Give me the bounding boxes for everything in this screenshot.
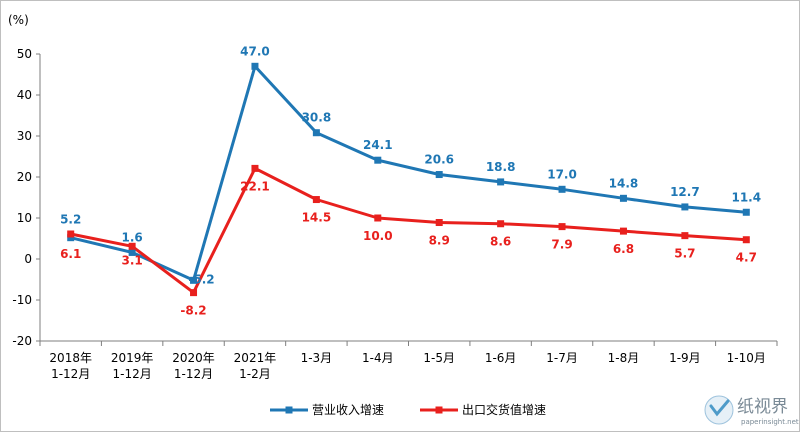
series-2-marker — [251, 164, 259, 172]
series-2-marker — [435, 219, 443, 227]
series-line-2 — [70, 166, 747, 295]
series-2-marker — [742, 236, 750, 244]
series-2-data-label: 10.0 — [363, 229, 393, 243]
series-2-marker — [374, 214, 382, 222]
x-tick-label: 1-7月 — [546, 351, 578, 365]
series-1-data-label: 30.8 — [302, 111, 332, 125]
series-1-marker — [128, 248, 136, 256]
series-2-marker — [558, 223, 566, 231]
series-2-marker — [497, 220, 505, 228]
series-2-data-label: 6.8 — [613, 242, 634, 256]
series-2-marker — [128, 242, 136, 250]
y-tick-label: 20 — [17, 170, 32, 184]
series-line-1 — [70, 64, 747, 282]
series-2-data-label: 4.7 — [736, 251, 757, 265]
series-1-data-label: 5.2 — [60, 213, 81, 227]
x-tick-label: 1-5月 — [423, 351, 455, 365]
legend-swatch-marker-1 — [285, 406, 293, 414]
series-1-marker — [190, 276, 198, 284]
series-2-data-label: 6.1 — [60, 247, 81, 261]
x-tick-label: 1-2月 — [239, 367, 271, 381]
series-2-data-label: 14.5 — [302, 211, 332, 225]
x-tick-label: 1-12月 — [51, 367, 90, 381]
x-tick-label: 1-12月 — [113, 367, 152, 381]
x-tick-label: 2021年 — [234, 351, 277, 365]
y-tick-label: 10 — [17, 211, 32, 225]
series-2-data-label: 8.9 — [429, 234, 450, 248]
series-2-data-label: 8.6 — [490, 235, 511, 249]
x-tick-label: 1-3月 — [301, 351, 333, 365]
series-1-data-label: 14.8 — [609, 176, 639, 190]
x-tick-label: 1-8月 — [608, 351, 640, 365]
x-tick-label: 2019年 — [111, 351, 154, 365]
series-2-data-label: 22.1 — [240, 179, 270, 193]
series-1-data-label: 20.6 — [424, 153, 454, 167]
series-2-marker — [681, 232, 689, 240]
legend-swatch-marker-2 — [435, 406, 443, 414]
series-2-marker — [619, 227, 627, 235]
series-1-data-label: 17.0 — [547, 167, 577, 181]
series-2-data-label: -8.2 — [180, 304, 206, 318]
watermark-logo-text: 纸视界 — [737, 397, 788, 417]
plot-area: -20 -10 0 10 20 30 40 50 2018年 1-12月 2019年 1-12月 202… — [12, 44, 778, 381]
x-tick-label: 1-4月 — [362, 351, 394, 365]
x-tick-label: 2018年 — [49, 351, 92, 365]
watermark: 纸视界 paperinsight.net — [704, 395, 799, 426]
series-2-marker — [312, 196, 320, 204]
series-1-marker — [435, 171, 443, 179]
legend-label-2: 出口交货值增速 — [462, 402, 546, 417]
series-1-data-label: -5.2 — [188, 272, 214, 286]
series-2-data-label: 5.7 — [674, 247, 695, 261]
series-1-data-label: 12.7 — [670, 185, 700, 199]
y-tick-label: -20 — [12, 334, 32, 348]
series-2-marker — [190, 289, 198, 297]
x-tick-label: 1-12月 — [174, 367, 213, 381]
x-tick-label: 1-10月 — [727, 351, 766, 365]
y-tick-label: 50 — [17, 47, 32, 61]
series-2-marker — [67, 230, 75, 238]
series-1-data-label: 18.8 — [486, 160, 516, 174]
series-1-marker — [497, 178, 505, 186]
watermark-url: paperinsight.net — [741, 418, 799, 426]
x-tick-label: 1-9月 — [669, 351, 701, 365]
series-1-marker — [251, 62, 259, 70]
series-2-data-label: 7.9 — [551, 238, 572, 252]
checkmark-icon — [709, 399, 730, 417]
series-1-marker — [619, 194, 627, 202]
legend: 营业收入增速 出口交货值增速 — [270, 402, 546, 417]
x-tick-label: 2020年 — [172, 351, 215, 365]
series-1-data-label: 47.0 — [240, 44, 270, 58]
series-1-marker — [558, 185, 566, 193]
y-tick-label: -10 — [12, 293, 32, 307]
series-2-data-label: 3.1 — [121, 253, 142, 267]
series-1-data-label: 24.1 — [363, 138, 393, 152]
y-tick-label: 0 — [24, 252, 32, 266]
series-1-data-label: 1.6 — [121, 230, 142, 244]
legend-label-1: 营业收入增速 — [312, 403, 384, 417]
y-tick-label: 40 — [17, 88, 32, 102]
series-1-marker — [374, 156, 382, 164]
series-1-data-label: 11.4 — [731, 190, 761, 204]
series-1-marker — [312, 129, 320, 137]
series-1-marker — [742, 208, 750, 216]
series-1-marker — [681, 203, 689, 211]
y-tick-label: 30 — [17, 129, 32, 143]
y-axis-unit-label: (%) — [8, 13, 29, 27]
series-1-marker — [67, 234, 75, 242]
x-tick-label: 1-6月 — [485, 351, 517, 365]
